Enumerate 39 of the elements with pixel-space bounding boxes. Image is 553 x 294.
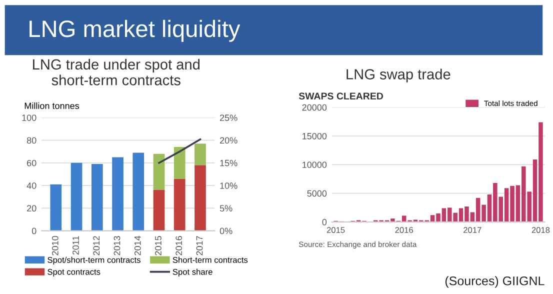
y-tick-label: 20000 — [302, 104, 327, 111]
y-tick-label: 0 — [322, 218, 327, 226]
y2-tick-label: 15% — [220, 160, 238, 166]
y2-tick-label: 0% — [220, 228, 232, 234]
chart-subtitle: SWAPS CLEARED — [298, 92, 384, 100]
y2-tick-label: 25% — [220, 114, 238, 121]
y-axis-title: Million tonnes — [24, 102, 80, 110]
y2-tick-label: 10% — [220, 182, 238, 189]
x-tick-label: 2016 — [176, 236, 182, 256]
x-tick-label: 2018 — [532, 227, 550, 233]
y-tick-label: 15000 — [302, 132, 327, 140]
x-tick-label: 2016 — [395, 227, 413, 233]
y-tick-label: 10000 — [302, 162, 327, 168]
x-tick-label: 2011 — [72, 236, 79, 255]
y-tick-label: 0 — [32, 228, 36, 234]
chart-title: LNG trade under spot and short-term contracts — [33, 58, 200, 86]
x-tick-label: 2013 — [114, 236, 120, 256]
x-tick-label: 2017 — [464, 227, 482, 233]
y-tick-label: 100 — [22, 114, 36, 121]
legend-label: Spot contracts — [48, 268, 100, 276]
y-tick-label: 80 — [26, 137, 36, 144]
text: (Sources) GIIGNL — [445, 276, 544, 288]
y2-tick-label: 20% — [220, 137, 238, 144]
x-tick-label: 2010 — [52, 236, 58, 256]
x-tick-label: 2015 — [155, 236, 162, 256]
x-tick-label: 2017 — [196, 236, 203, 256]
y-tick-label: 40 — [26, 182, 36, 189]
x-tick-label: 2014 — [134, 236, 141, 256]
y-tick-label: 20 — [27, 205, 36, 212]
legend-label: Spot/short-term contracts — [48, 256, 140, 265]
y2-tick-label: 5% — [220, 205, 232, 212]
chart-title: LNG swap trade — [346, 68, 450, 82]
y-tick-label: 5000 — [307, 190, 327, 197]
x-tick-label: 2015 — [326, 227, 345, 233]
legend-label: Spot share — [172, 268, 212, 276]
x-tick-label: 2012 — [93, 236, 100, 256]
text: LNG market liquidity — [30, 20, 240, 42]
legend-label: Short-term contracts — [172, 256, 248, 263]
y-tick-label: 60 — [27, 160, 36, 166]
